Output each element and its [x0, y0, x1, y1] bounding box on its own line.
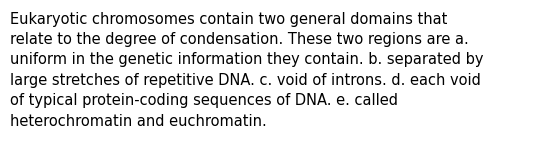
- Text: Eukaryotic chromosomes contain two general domains that
relate to the degree of : Eukaryotic chromosomes contain two gener…: [10, 12, 484, 129]
